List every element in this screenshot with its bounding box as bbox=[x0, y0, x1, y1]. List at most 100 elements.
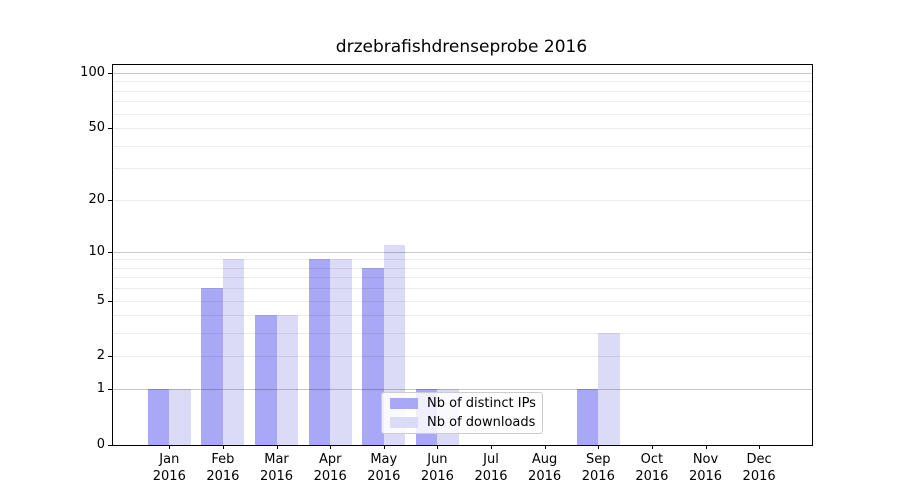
x-tick-oct bbox=[651, 445, 653, 449]
bar-distinct-ips-may bbox=[362, 267, 384, 445]
bar-downloads-jan bbox=[169, 389, 191, 445]
gridline-minor-60 bbox=[113, 113, 812, 115]
x-tick-label-jun: Jun 2016 bbox=[405, 451, 469, 485]
bar-downloads-sep bbox=[598, 333, 620, 445]
y-tick-label-0: 0 bbox=[96, 437, 105, 452]
x-tick-jan bbox=[169, 445, 171, 449]
bar-distinct-ips-sep bbox=[576, 389, 599, 445]
x-label-year: 2016 bbox=[742, 469, 776, 484]
x-tick-may bbox=[383, 445, 385, 449]
gridline-major-1 bbox=[113, 389, 812, 391]
bar-distinct-ips-jan bbox=[147, 389, 170, 445]
legend-item-downloads: Nb of downloads bbox=[390, 415, 542, 430]
gridline-minor-40 bbox=[113, 145, 812, 147]
y-tick-label-50: 50 bbox=[88, 119, 105, 135]
gridline-major-100 bbox=[113, 72, 812, 74]
x-label-month: Jan bbox=[159, 452, 180, 467]
x-tick-label-may: May 2016 bbox=[352, 451, 416, 485]
x-tick-label-mar: Mar 2016 bbox=[245, 451, 309, 485]
x-label-month: May bbox=[370, 452, 398, 467]
x-label-month: Oct bbox=[640, 452, 664, 467]
y-tick-label-2: 2 bbox=[96, 348, 105, 364]
legend-swatch-downloads bbox=[390, 417, 418, 428]
x-label-month: Apr bbox=[318, 452, 342, 467]
x-tick-label-apr: Apr 2016 bbox=[298, 451, 362, 485]
y-tick-0 bbox=[108, 445, 113, 446]
legend-label-downloads: Nb of downloads bbox=[427, 415, 536, 430]
gridline-minor-80 bbox=[113, 90, 812, 92]
y-tick-20 bbox=[108, 199, 113, 201]
gridline-minor-20 bbox=[113, 199, 812, 201]
y-tick-label-10: 10 bbox=[88, 243, 105, 259]
x-label-month: Jun bbox=[427, 452, 448, 467]
x-tick-apr bbox=[330, 445, 332, 449]
x-tick-dec bbox=[759, 445, 761, 449]
x-tick-label-aug: Aug 2016 bbox=[513, 451, 577, 485]
x-label-year: 2016 bbox=[152, 469, 186, 484]
gridline-minor-70 bbox=[113, 101, 812, 103]
gridline-minor-7 bbox=[113, 277, 812, 279]
bar-distinct-ips-apr bbox=[308, 259, 331, 445]
x-label-year: 2016 bbox=[259, 469, 294, 484]
x-tick-label-oct: Oct 2016 bbox=[620, 451, 684, 485]
x-label-month: Aug bbox=[531, 452, 558, 467]
x-label-month: Nov bbox=[692, 452, 719, 467]
bar-downloads-apr bbox=[330, 259, 352, 445]
plot-area: Nb of distinct IPs Nb of downloads 0 1 2 5 1… bbox=[80, 64, 813, 484]
x-tick-label-jul: Jul 2016 bbox=[459, 451, 523, 485]
y-tick-5 bbox=[108, 300, 113, 302]
y-tick-10 bbox=[108, 251, 113, 253]
gridline-minor-8 bbox=[113, 267, 812, 269]
x-label-month: Feb bbox=[211, 452, 235, 467]
x-tick-label-jan: Jan 2016 bbox=[137, 451, 201, 485]
y-tick-label-5: 5 bbox=[96, 292, 105, 308]
chart-title: drzebrafishdrenseprobe 2016 bbox=[335, 37, 588, 57]
x-label-year: 2016 bbox=[635, 469, 669, 484]
x-tick-mar bbox=[276, 445, 278, 449]
gridline-major-10 bbox=[113, 251, 812, 253]
bar-distinct-ips-feb bbox=[201, 288, 223, 445]
bar-downloads-mar bbox=[276, 315, 298, 445]
x-label-month: Sep bbox=[586, 452, 611, 467]
x-tick-sep bbox=[598, 445, 600, 449]
x-tick-label-sep: Sep 2016 bbox=[566, 451, 630, 485]
legend-item-distinct-ips: Nb of distinct IPs bbox=[390, 396, 542, 411]
legend-swatch-distinct-ips bbox=[390, 398, 418, 409]
y-tick-2 bbox=[108, 356, 113, 358]
legend-label-distinct-ips: Nb of distinct IPs bbox=[427, 396, 536, 411]
x-label-month: Jul bbox=[483, 452, 499, 467]
bar-downloads-feb bbox=[222, 259, 245, 445]
x-label-year: 2016 bbox=[206, 469, 240, 484]
gridline-minor-6 bbox=[113, 288, 812, 290]
x-tick-label-dec: Dec 2016 bbox=[727, 451, 791, 485]
x-tick-label-feb: Feb 2016 bbox=[191, 451, 255, 485]
x-tick-jul bbox=[491, 445, 492, 449]
gridline-minor-3 bbox=[113, 333, 812, 335]
x-label-year: 2016 bbox=[688, 469, 723, 484]
gridline-minor-2 bbox=[113, 356, 812, 358]
gridline-minor-30 bbox=[113, 168, 812, 170]
x-tick-label-nov: Nov 2016 bbox=[674, 451, 738, 485]
bar-distinct-ips-mar bbox=[255, 315, 277, 445]
legend: Nb of distinct IPs Nb of downloads bbox=[381, 392, 543, 434]
y-tick-100 bbox=[108, 72, 113, 74]
y-tick-50 bbox=[108, 127, 113, 129]
x-label-year: 2016 bbox=[313, 469, 347, 484]
gridline-minor-90 bbox=[113, 81, 812, 83]
x-tick-feb bbox=[222, 445, 224, 449]
x-tick-jun bbox=[437, 445, 439, 449]
x-label-month: Dec bbox=[746, 452, 772, 467]
x-label-year: 2016 bbox=[367, 469, 401, 484]
x-label-year: 2016 bbox=[581, 469, 615, 484]
gridline-minor-50 bbox=[113, 127, 812, 129]
x-tick-aug bbox=[544, 445, 546, 449]
y-tick-label-1: 1 bbox=[96, 381, 105, 397]
y-tick-label-20: 20 bbox=[88, 191, 105, 207]
x-label-year: 2016 bbox=[474, 469, 508, 484]
x-label-year: 2016 bbox=[420, 469, 454, 484]
x-tick-nov bbox=[705, 445, 707, 449]
x-label-year: 2016 bbox=[528, 469, 562, 484]
gridline-minor-4 bbox=[113, 315, 812, 317]
gridline-minor-9 bbox=[113, 259, 812, 261]
